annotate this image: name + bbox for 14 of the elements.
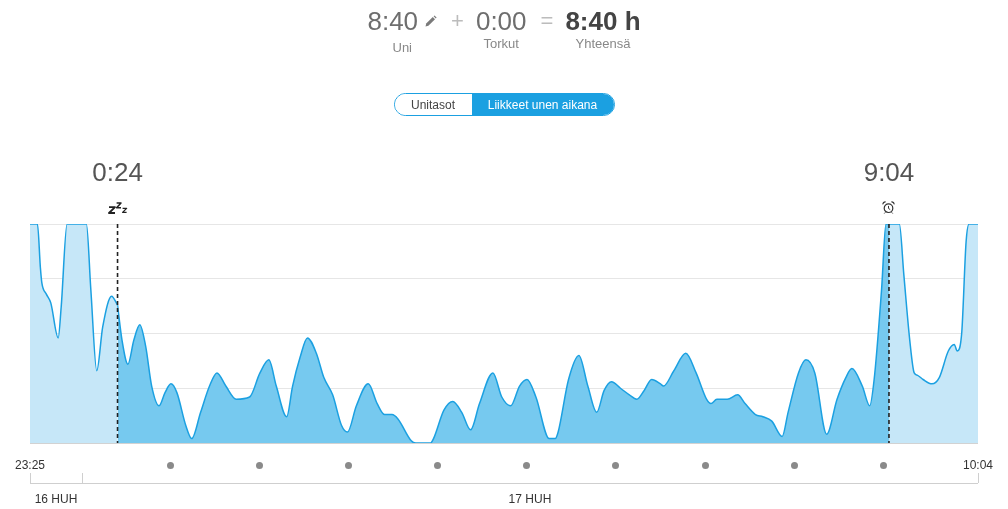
text: Yhteensä: [575, 36, 631, 51]
text: 16 HUH: [34, 492, 78, 506]
x-tick-label: 10:04: [962, 457, 994, 472]
text: 8:40: [367, 6, 419, 36]
text: Torkut: [483, 36, 519, 51]
x-tick-label: 23:25: [15, 457, 46, 472]
ref-line-label: 0:24: [92, 157, 143, 187]
text: 8:40 h: [565, 6, 641, 36]
text: =: [540, 7, 554, 35]
text: +: [451, 7, 464, 35]
text: 0:00: [475, 6, 527, 36]
text: Uni: [392, 40, 413, 55]
ref-line-label: 9:04: [863, 157, 915, 187]
text: 17 HUH: [508, 492, 552, 506]
